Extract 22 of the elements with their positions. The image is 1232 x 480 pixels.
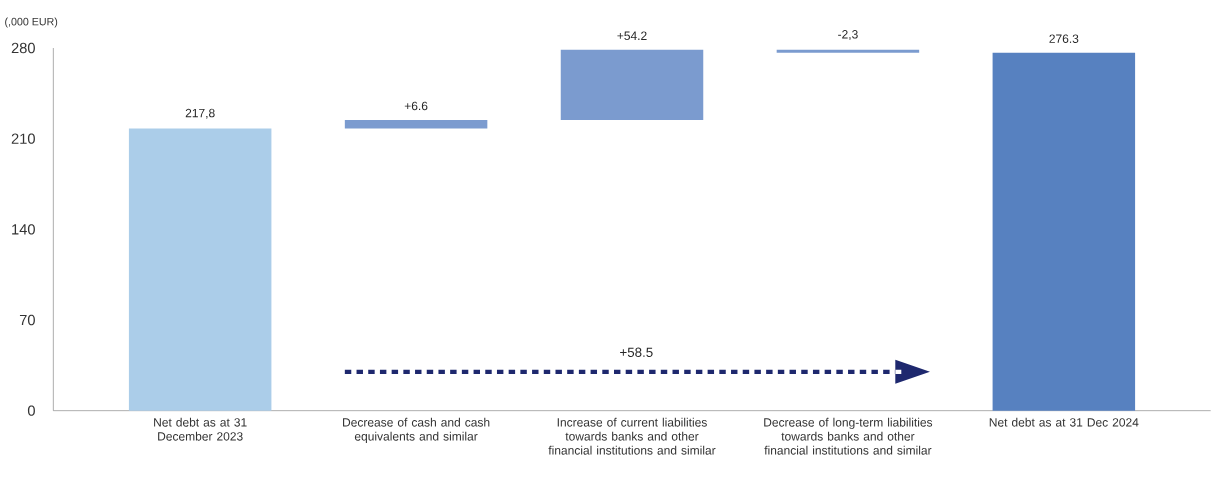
bar (560, 49, 704, 121)
x-tick-label: Net debt as at 31 Dec 2024 (989, 417, 1139, 427)
y-tick-label: 70 (19, 314, 35, 326)
data-label: -2,3 (838, 30, 858, 40)
x-tick-label: Net debt as at 31 December 2023 (154, 417, 247, 441)
y-tick-label: 210 (11, 133, 35, 144)
annotation: +58.5 (620, 347, 653, 357)
bar (128, 128, 272, 411)
x-tick-label: Decrease of cash and cash equivalents and similar (343, 417, 490, 444)
y-tick-label: 280 (11, 42, 35, 54)
y-axis-title: (,000 EUR) (5, 17, 58, 28)
y-tick-label: 0 (27, 405, 35, 416)
bar (344, 120, 488, 129)
bar (992, 52, 1136, 411)
bar (776, 49, 920, 53)
data-label: +54.2 (617, 31, 647, 40)
y-tick-label: 140 (12, 224, 35, 235)
data-label: 217,8 (185, 108, 215, 119)
data-label: 276.3 (1049, 34, 1079, 43)
data-label: +6.6 (404, 101, 428, 111)
x-tick-label: Increase of current liabilities towards banks and other financial institutions and similar (548, 417, 716, 455)
x-tick-label: Decrease of long-term liabilities towards banks and other financial institutions and similar (764, 417, 933, 455)
